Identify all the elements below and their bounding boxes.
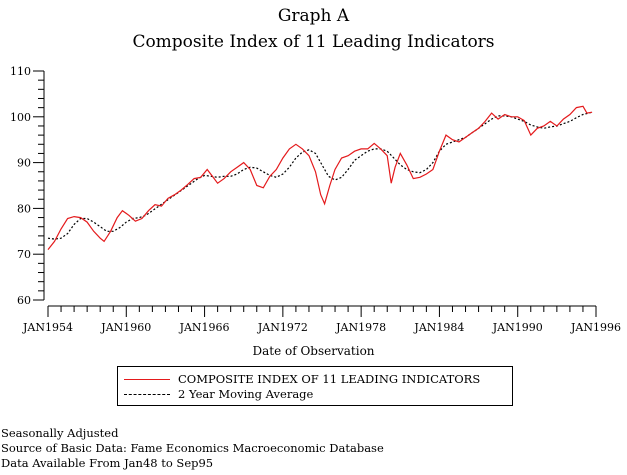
legend: COMPOSITE INDEX OF 11 LEADING INDICATORS…: [117, 366, 513, 406]
footnotes: Seasonally Adjusted Source of Basic Data…: [1, 426, 384, 471]
chart-subtitle: Composite Index of 11 Leading Indicators: [132, 32, 495, 52]
legend-label: 2 Year Moving Average: [178, 387, 314, 401]
x-tick-label: JAN1996: [570, 321, 621, 334]
x-tick-label: JAN1972: [257, 321, 308, 334]
legend-swatch-dashed-black: [124, 393, 170, 395]
chart-title: Graph A: [277, 6, 350, 26]
series-composite-index-line: [47, 105, 593, 250]
y-tick-label: 110: [10, 65, 31, 78]
x-axis-label: Date of Observation: [252, 344, 375, 358]
x-tick-label: JAN1984: [413, 321, 464, 334]
x-tick-label: JAN1966: [179, 321, 230, 334]
x-axis: JAN1954 JAN1960 JAN1966 JAN1972 JAN1978 JAN19…: [22, 305, 621, 334]
series-layer: [47, 105, 593, 250]
x-tick-label: JAN1990: [492, 321, 543, 334]
y-axis: 60 70 80 90 100 110: [10, 65, 45, 307]
series-moving-average-line: [47, 111, 593, 240]
legend-label: COMPOSITE INDEX OF 11 LEADING INDICATORS: [178, 372, 481, 386]
x-tick-label: JAN1954: [22, 321, 73, 334]
legend-item-composite: COMPOSITE INDEX OF 11 LEADING INDICATORS: [124, 372, 480, 386]
y-tick-label: 70: [17, 248, 31, 261]
legend-item-moving-average: 2 Year Moving Average: [124, 387, 313, 401]
y-tick-label: 100: [10, 111, 31, 124]
x-tick-label: JAN1960: [100, 321, 151, 334]
footnote-availability: Data Available From Jan48 to Sep95: [1, 456, 214, 470]
y-tick-label: 60: [17, 294, 31, 307]
legend-swatch-solid-red: [124, 378, 170, 380]
footnote-seasonal: Seasonally Adjusted: [1, 426, 119, 440]
x-tick-label: JAN1978: [335, 321, 386, 334]
footnote-source: Source of Basic Data: Fame Economics Mac…: [1, 441, 384, 455]
y-tick-label: 80: [17, 202, 31, 215]
y-tick-label: 90: [17, 157, 31, 170]
